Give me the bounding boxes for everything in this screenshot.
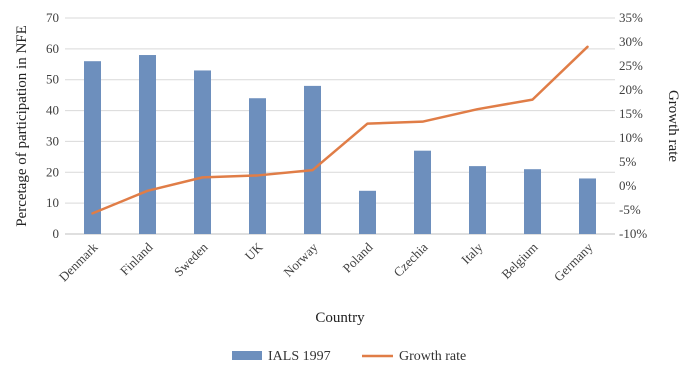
bar xyxy=(579,178,596,234)
y2-tick-label: 35% xyxy=(619,10,643,25)
y-tick-label: 0 xyxy=(53,226,60,241)
y-tick-label: 50 xyxy=(46,72,59,87)
bar xyxy=(469,166,486,234)
y2-tick-label: 5% xyxy=(619,154,637,169)
y-tick-label: 20 xyxy=(46,164,59,179)
y2-tick-label: 0% xyxy=(619,178,637,193)
y2-axis-title: Growth rate xyxy=(665,90,681,162)
x-tick-label: Belgium xyxy=(498,240,540,282)
bar xyxy=(84,61,101,235)
legend: IALS 1997 Growth rate xyxy=(232,349,466,364)
x-tick-label: UK xyxy=(242,239,266,263)
y-axis-title: Percetage of participation in NFE xyxy=(14,25,30,227)
x-tick-label: Czechia xyxy=(390,239,430,279)
bar xyxy=(304,85,321,234)
y2-tick-label: -5% xyxy=(619,202,641,217)
x-axis-title: Country xyxy=(315,310,365,326)
bar xyxy=(194,70,211,234)
y-tick-label: 60 xyxy=(46,41,59,56)
line-series xyxy=(91,45,589,215)
y-tick-label: 30 xyxy=(46,133,59,148)
x-tick-label: Denmark xyxy=(56,239,101,284)
bar xyxy=(139,55,156,235)
legend-label-growth: Growth rate xyxy=(399,349,466,364)
bar xyxy=(414,150,431,234)
y2-tick-label: 30% xyxy=(619,34,643,49)
growth-rate-line xyxy=(91,45,589,215)
y-tick-label: 70 xyxy=(46,10,59,25)
y-tick-label: 10 xyxy=(46,195,59,210)
x-tick-label: Sweden xyxy=(171,239,211,279)
bar-series xyxy=(84,55,596,235)
x-tick-label: Poland xyxy=(339,239,375,275)
legend-label-ials: IALS 1997 xyxy=(268,349,331,364)
legend-swatch-bar xyxy=(232,351,262,360)
x-tick-label: Finland xyxy=(117,239,156,278)
x-tick-label: Norway xyxy=(280,239,321,280)
y2-tick-label: 10% xyxy=(619,130,643,145)
y2-tick-label: 15% xyxy=(619,106,643,121)
bar xyxy=(524,169,541,234)
x-tick-label: Italy xyxy=(458,239,486,267)
axes: 0 10 20 30 40 50 60 70 -10% -5% 0% 5% 10% 15% 20% 25% 30… xyxy=(46,10,647,284)
y2-tick-label: 20% xyxy=(619,82,643,97)
bar xyxy=(249,98,266,234)
y2-tick-label: -10% xyxy=(619,226,647,241)
bar xyxy=(359,190,376,234)
x-tick-label: Germany xyxy=(551,239,596,284)
y2-tick-label: 25% xyxy=(619,58,643,73)
y-tick-label: 40 xyxy=(46,103,59,118)
gridlines xyxy=(65,17,615,235)
